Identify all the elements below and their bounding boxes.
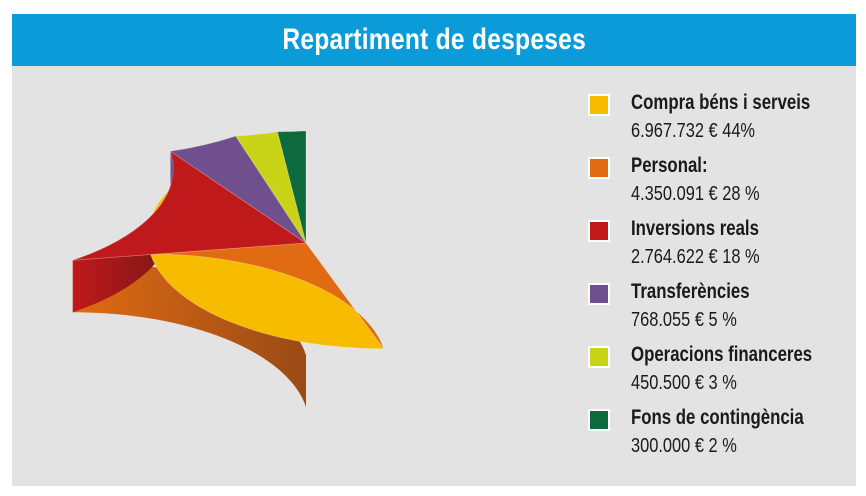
legend-swatch-compra [588, 94, 610, 116]
legend-value: 4.350.091 € 28 % [631, 183, 760, 205]
legend-value: 450.500 € 3 % [631, 372, 737, 394]
pie-side-2 [72, 151, 174, 313]
pie-slice-5 [277, 130, 307, 244]
legend-swatch-transferencies [588, 283, 610, 305]
legend-label: Compra béns i serveis [631, 91, 811, 114]
pie-slice-4 [235, 131, 307, 244]
legend-swatch-inversions [588, 220, 610, 242]
legend-item-operacions: Operacions financeres 450.500 € 3 % [588, 343, 850, 407]
legend-swatch-personal [588, 157, 610, 179]
chart-title: Repartiment de despeses [282, 23, 586, 56]
legend-item-personal: Personal: 4.350.091 € 28 % [588, 154, 850, 218]
legend-label: Operacions financeres [631, 343, 813, 366]
legend-item-inversions: Inversions reals 2.764.622 € 18 % [588, 217, 850, 281]
legend-label: Fons de contingència [631, 406, 804, 429]
legend-label: Inversions reals [631, 217, 759, 240]
legend-value: 6.967.732 € 44% [631, 120, 756, 142]
title-bar: Repartiment de despeses [12, 14, 856, 66]
legend-value: 300.000 € 2 % [631, 435, 737, 457]
legend-value: 2.764.622 € 18 % [631, 246, 760, 268]
legend-swatch-operacions [588, 346, 610, 368]
legend-item-transferencies: Transferències 768.055 € 5 % [588, 280, 850, 344]
legend: Compra béns i serveis 6.967.732 € 44% Pe… [588, 91, 850, 470]
legend-label: Personal: [631, 154, 708, 177]
legend-swatch-fons [588, 409, 610, 431]
legend-item-compra: Compra béns i serveis 6.967.732 € 44% [588, 91, 850, 155]
pie-slice-2 [72, 150, 308, 261]
pie-side-1 [72, 260, 306, 407]
legend-label: Transferències [631, 280, 750, 303]
legend-value: 768.055 € 5 % [631, 309, 737, 331]
pie-slice-3 [169, 135, 307, 244]
legend-item-fons: Fons de contingència 300.000 € 2 % [588, 406, 850, 470]
